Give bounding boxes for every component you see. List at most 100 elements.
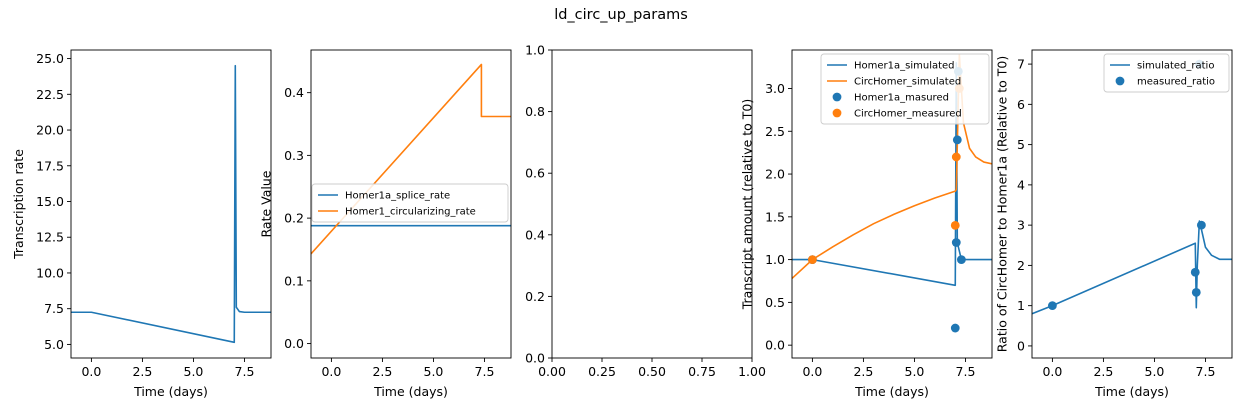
x-tick-label: 7.5 (475, 364, 495, 379)
y-tick-label: 2.5 (765, 124, 785, 139)
x-tick-label: 0.50 (638, 364, 666, 379)
y-tick-label: 0.4 (284, 85, 304, 100)
y-tick-label: 1 (1017, 298, 1025, 313)
legend-label: simulated_ratio (1137, 61, 1214, 72)
legend-box (311, 183, 509, 223)
x-tick-label: 5.0 (905, 364, 925, 379)
y-tick-label: 5 (1017, 137, 1025, 152)
y-tick-label: 20.0 (36, 123, 64, 138)
data-point (950, 220, 960, 230)
plot-frame (70, 49, 272, 359)
y-tick-label: 0 (1017, 338, 1025, 353)
y-tick-label: 2.0 (765, 167, 785, 182)
x-tick-label: 0.00 (538, 364, 566, 379)
data-point (956, 255, 966, 265)
x-tick-label: 5.0 (424, 364, 444, 379)
legend: Homer1a_splice_rate Homer1_circularizing_… (311, 183, 509, 223)
y-tick-label: 25.0 (36, 51, 64, 66)
subplot-3: 0.00 0.25 0.50 0.75 1.00 0.0 0.2 0.4 0.6 0.8 1.0 (525, 43, 766, 380)
y-tick-label: 6 (1017, 97, 1025, 112)
y-tick-label: 0.5 (765, 295, 785, 310)
x-tick-label: 5.0 (1145, 364, 1165, 379)
figure-title: ld_circ_up_params (554, 7, 688, 23)
y-tick-label: 15.0 (36, 194, 64, 209)
y-tick-label: 0.2 (525, 289, 545, 304)
plot-frame (310, 49, 512, 359)
series-line (71, 64, 271, 344)
y-axis-label: Ratio of CircHomer to Homer1a (Relative … (995, 56, 1010, 352)
data-point (950, 323, 960, 333)
x-tick-label: 0.0 (321, 364, 341, 379)
x-tick-label: 5.0 (184, 364, 204, 379)
y-tick-label: 0.2 (284, 211, 304, 226)
subplot-2: 0.0 2.5 5.0 7.5 0.0 0.1 0.2 0.3 0.4 Time (days) Ra… (259, 49, 512, 399)
data-point (1196, 220, 1206, 230)
x-tick-label: 2.5 (372, 364, 392, 379)
x-tick-label: 2.5 (1093, 364, 1113, 379)
data-point (1190, 267, 1200, 277)
legend-box (1103, 53, 1230, 93)
data-point (951, 238, 961, 247)
legend-label: Homer1a_splice_rate (345, 191, 450, 202)
data-point (951, 152, 961, 162)
y-tick-label: 12.5 (36, 230, 64, 245)
x-tick-label: 0.0 (81, 364, 101, 379)
plot-frame (791, 49, 993, 359)
x-tick-label: 0.0 (802, 364, 822, 379)
data-point (952, 135, 962, 145)
x-tick-label: 1.00 (738, 364, 766, 379)
y-tick-label: 17.5 (36, 158, 64, 173)
y-tick-label: 0.0 (765, 338, 785, 353)
x-tick-label: 0.0 (1042, 364, 1062, 379)
plot-frame (1031, 49, 1233, 359)
y-tick-label: 1.0 (525, 43, 545, 58)
legend-marker (832, 92, 842, 102)
series-line (1032, 220, 1232, 315)
y-axis-label: Rate Value (259, 170, 274, 237)
x-tick-label: 7.5 (1196, 364, 1216, 379)
data-point (808, 255, 817, 265)
plot-frame (551, 49, 753, 359)
legend-label: CircHomer_measured (854, 109, 962, 120)
legend-label: Homer1a_masured (854, 93, 949, 104)
legend-label: Homer1_circularizing_rate (345, 207, 476, 218)
x-axis-label: Time (days) (1094, 384, 1169, 399)
subplot-1: 0.0 2.5 5.0 7.5 5.0 7.5 10.0 12.5 15.0 17.5 20.0 22… (11, 49, 272, 399)
x-tick-label: 0.75 (688, 364, 716, 379)
y-tick-label: 0.1 (284, 273, 304, 288)
y-tick-label: 0.4 (525, 227, 545, 242)
legend-marker (1115, 76, 1125, 86)
y-tick-label: 7.5 (44, 301, 64, 316)
legend: simulated_ratio measured_ratio (1103, 53, 1230, 93)
y-axis-label: Transcription rate (11, 149, 26, 260)
y-tick-label: 10.0 (36, 265, 64, 280)
y-tick-label: 0.0 (525, 351, 545, 366)
y-tick-label: 0.0 (284, 336, 304, 351)
x-tick-label: 7.5 (956, 364, 976, 379)
legend-label: measured_ratio (1137, 77, 1215, 88)
y-tick-label: 1.0 (765, 252, 785, 267)
x-axis-label: Time (days) (133, 384, 208, 399)
y-tick-label: 0.8 (525, 104, 545, 119)
legend: Homer1a_simulated CircHomer_simulated Home… (820, 53, 990, 125)
x-axis-label: Time (days) (854, 384, 929, 399)
legend-label: Homer1a_simulated (854, 61, 955, 72)
subplot-4: 0.0 2.5 5.0 7.5 0.0 0.5 1.0 1.5 2.0 2.5 3.0 Time (d… (740, 49, 993, 399)
legend-marker (832, 108, 842, 118)
x-tick-label: 2.5 (853, 364, 873, 379)
x-axis-label: Time (days) (373, 384, 448, 399)
y-tick-label: 22.5 (36, 87, 64, 102)
x-tick-label: 0.25 (588, 364, 616, 379)
y-tick-label: 3 (1017, 218, 1025, 233)
y-tick-label: 1.5 (765, 209, 785, 224)
y-tick-label: 3.0 (765, 81, 785, 96)
y-tick-label: 4 (1017, 177, 1025, 192)
data-point (1191, 287, 1201, 297)
y-tick-label: 2 (1017, 258, 1025, 273)
y-tick-label: 0.3 (284, 148, 304, 163)
x-tick-label: 2.5 (132, 364, 152, 379)
y-axis-label: Transcript amount (relative to T0) (740, 99, 755, 311)
x-tick-label: 7.5 (235, 364, 255, 379)
data-point (1048, 301, 1057, 311)
